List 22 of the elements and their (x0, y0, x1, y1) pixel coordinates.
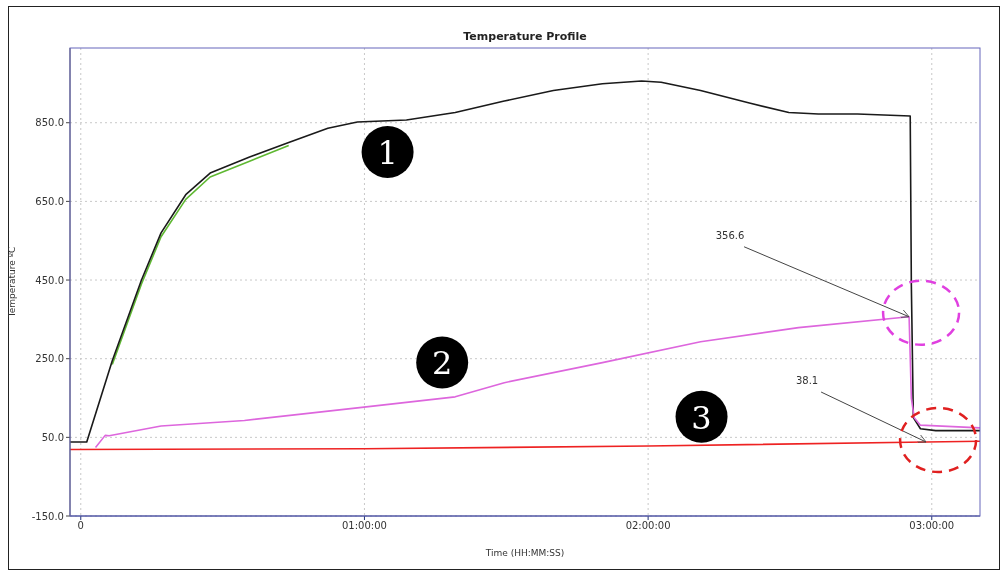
chart-title: Temperature Profile (462, 30, 588, 43)
y-tick-label: 650.0 (35, 195, 64, 207)
line-series (70, 440, 980, 451)
y-tick-label: 450.0 (35, 274, 64, 286)
y-tick-label: 250.0 (35, 353, 64, 365)
x-tick-label: 02:00:00 (625, 520, 671, 532)
annotation: 38.1 (795, 375, 819, 387)
line-series (70, 80, 980, 443)
annotation: 3 (691, 398, 712, 437)
annotation: 356.6 (715, 229, 745, 241)
y-tick-label: 50.0 (41, 431, 64, 443)
y-axis-title: Temperature ºC (7, 246, 18, 319)
x-tick-label: 01:00:00 (341, 520, 387, 532)
x-axis-title: Time (HH:MM:SS) (484, 548, 565, 558)
line-series (94, 315, 980, 449)
x-tick-label: 03:00:00 (909, 520, 955, 532)
y-tick-label: -150.0 (31, 510, 64, 522)
annotation: 2 (432, 344, 453, 383)
x-tick-label: 0 (77, 520, 84, 532)
annotation: 1 (377, 133, 398, 172)
y-tick-label: 850.0 (35, 117, 64, 129)
line-series (111, 144, 290, 366)
